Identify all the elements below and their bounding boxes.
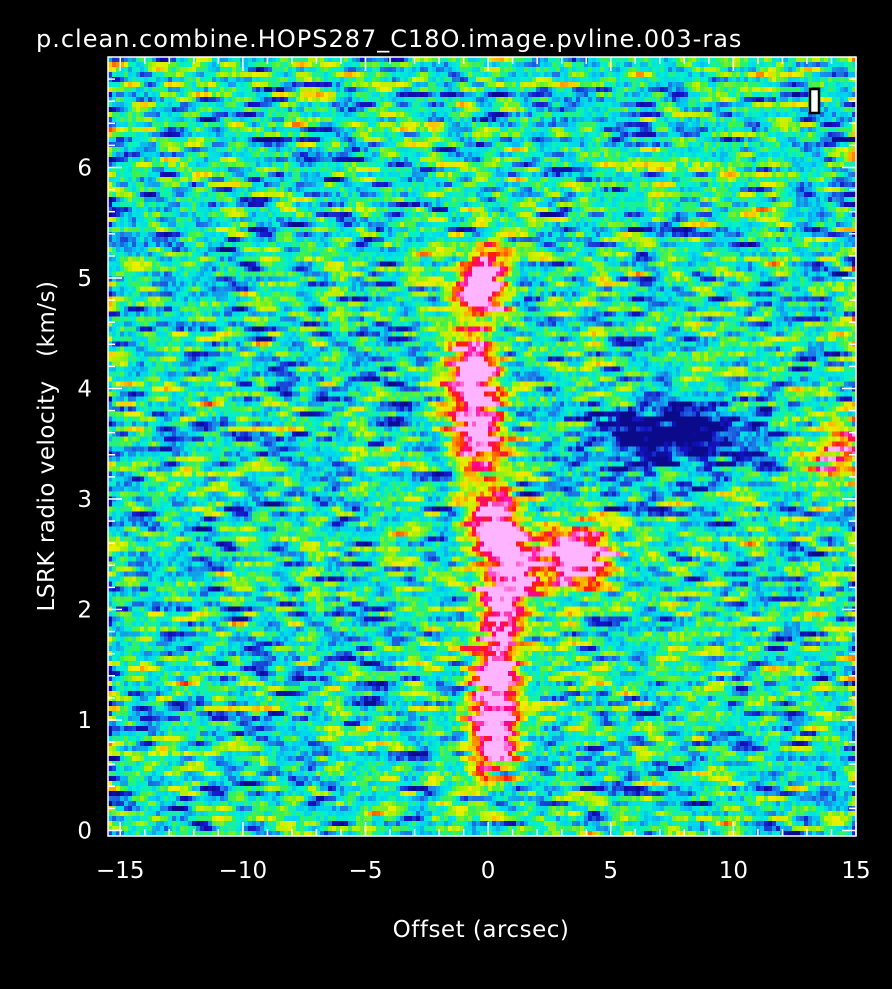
x-tick-label: 10: [719, 858, 748, 884]
x-axis-label: Offset (arcsec): [393, 917, 570, 943]
heatmap-raster: [108, 57, 856, 836]
x-tick-label: 15: [841, 858, 870, 884]
x-tick-label: −10: [219, 858, 268, 884]
axes: −15 −10 −5 0 5 10 15 0 1 2 3 4 5 6: [77, 57, 871, 884]
x-tick-label: −15: [96, 858, 145, 884]
y-tick-label: 3: [77, 487, 92, 513]
chart-title: p.clean.combine.HOPS287_C18O.image.pvlin…: [36, 25, 742, 53]
y-tick-label: 4: [77, 376, 92, 402]
y-tick-label: 2: [77, 597, 92, 623]
x-tick-label: 0: [481, 858, 496, 884]
y-axis-label: LSRK radio velocity (km/s): [34, 281, 60, 612]
pv-diagram-chart: p.clean.combine.HOPS287_C18O.image.pvlin…: [34, 25, 871, 943]
beam-marker: [808, 87, 821, 115]
y-tick-label: 6: [77, 155, 92, 181]
y-tick-label: 0: [77, 818, 92, 844]
x-tick-label: −5: [349, 858, 383, 884]
y-tick-label: 1: [77, 708, 92, 734]
y-tick-label: 5: [77, 266, 92, 292]
x-tick-label: 5: [603, 858, 618, 884]
plot-window: p.clean.combine.HOPS287_C18O.image.pvlin…: [18, 10, 892, 984]
plot-frame: [107, 56, 857, 837]
